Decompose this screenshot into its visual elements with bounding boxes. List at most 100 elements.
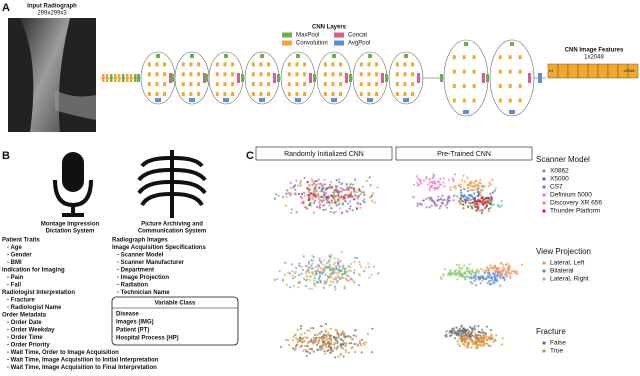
layer	[277, 74, 280, 82]
point	[318, 259, 321, 262]
point	[468, 270, 471, 273]
variable-class-title: Variable Class	[155, 301, 196, 307]
variable-class-item: Disease	[116, 312, 139, 318]
legend-dot	[542, 277, 546, 281]
point	[313, 339, 316, 342]
point	[292, 284, 295, 287]
point	[299, 181, 302, 184]
point	[467, 331, 470, 334]
point	[280, 345, 283, 348]
point	[335, 271, 338, 274]
point	[356, 197, 359, 200]
point	[311, 271, 314, 274]
legend-label: Lateral, Left	[550, 260, 585, 267]
layer	[241, 74, 244, 82]
point	[476, 191, 479, 194]
point	[334, 261, 337, 264]
point	[428, 198, 432, 201]
point	[334, 276, 337, 279]
list-item: - Wait Time, Image Acquisition to Initia…	[7, 358, 159, 364]
point	[310, 192, 313, 195]
layer	[267, 72, 271, 77]
point	[350, 182, 353, 185]
point	[349, 205, 352, 208]
point	[321, 336, 324, 339]
point	[312, 193, 315, 196]
point	[475, 341, 478, 344]
point	[329, 327, 332, 330]
column-header	[395, 146, 533, 161]
layer	[224, 54, 228, 58]
list-item: - Department	[117, 268, 154, 274]
layer	[472, 69, 476, 74]
layer	[259, 92, 263, 97]
layer	[231, 92, 235, 97]
point	[341, 203, 345, 206]
point	[319, 266, 322, 269]
point	[464, 272, 467, 275]
point	[371, 327, 374, 330]
layer	[462, 98, 466, 103]
layer	[462, 55, 466, 60]
point	[320, 267, 323, 271]
point	[474, 202, 477, 205]
point	[439, 276, 443, 279]
point	[501, 272, 504, 275]
point	[324, 330, 327, 333]
point	[481, 189, 484, 192]
point	[317, 178, 320, 181]
point	[291, 274, 294, 277]
section-heading: Order Metadata	[2, 313, 47, 319]
point	[422, 199, 425, 202]
point	[429, 186, 432, 189]
point	[489, 183, 492, 186]
point	[355, 207, 358, 210]
point	[425, 206, 428, 209]
point	[337, 263, 340, 266]
point	[502, 263, 505, 266]
point	[313, 277, 316, 280]
point	[306, 336, 309, 339]
point	[337, 261, 340, 264]
point	[334, 341, 337, 344]
point	[351, 279, 354, 282]
point	[314, 284, 317, 287]
layer	[472, 55, 476, 60]
point	[501, 266, 504, 269]
point	[330, 185, 334, 188]
point	[303, 340, 306, 343]
point	[471, 195, 474, 198]
module	[443, 39, 489, 117]
point	[301, 337, 305, 340]
point	[336, 340, 340, 344]
point	[329, 210, 332, 213]
point	[323, 345, 326, 348]
point	[320, 190, 324, 193]
point	[327, 341, 330, 344]
point	[510, 272, 513, 275]
point	[290, 208, 293, 211]
layer	[155, 98, 161, 102]
point	[322, 194, 325, 197]
point	[355, 191, 358, 194]
point	[302, 268, 305, 271]
point	[413, 183, 416, 186]
point	[307, 266, 311, 269]
point	[364, 341, 367, 344]
point	[455, 269, 458, 272]
layer	[367, 98, 373, 102]
point	[308, 204, 311, 207]
point	[482, 203, 485, 206]
layer	[295, 98, 301, 102]
point	[484, 342, 487, 345]
point	[294, 192, 297, 196]
list-item: - Fracture	[7, 298, 35, 304]
point	[358, 339, 361, 342]
point	[504, 273, 507, 276]
layer	[147, 82, 151, 87]
point	[474, 180, 477, 183]
point	[368, 176, 371, 179]
point	[458, 345, 461, 348]
point	[500, 343, 503, 346]
point	[488, 267, 491, 270]
